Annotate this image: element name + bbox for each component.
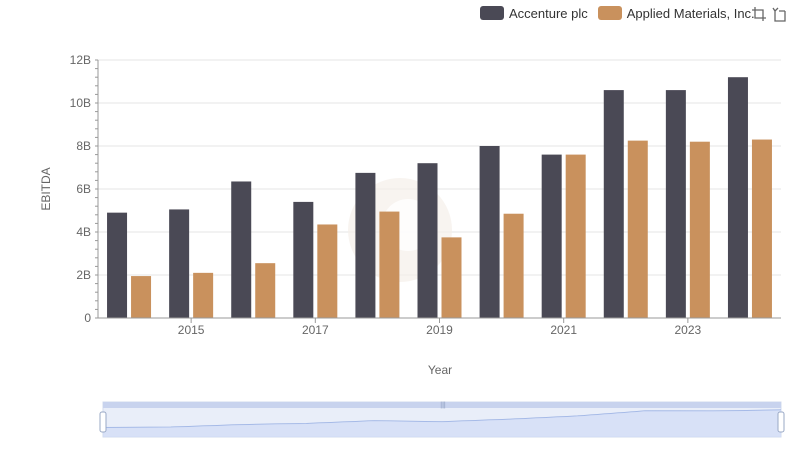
bar-applied-materials: [503, 213, 524, 318]
bar-applied-materials: [627, 140, 648, 318]
bar-applied-materials: [193, 272, 214, 318]
x-axis-title: Year: [428, 363, 452, 377]
y-tick-label: 4B: [76, 225, 91, 239]
data-zoom-top-bar[interactable]: [103, 402, 781, 408]
bar-accenture: [665, 90, 686, 318]
y-tick-label: 8B: [76, 139, 91, 153]
bar-applied-materials: [317, 224, 338, 318]
bars: [107, 77, 772, 318]
bar-applied-materials: [131, 276, 152, 318]
bar-accenture: [417, 163, 438, 318]
bar-applied-materials: [379, 211, 400, 318]
y-tick-label: 12B: [70, 53, 91, 67]
legend-swatch-accenture: [480, 6, 504, 20]
data-zoom-preview-area: [103, 410, 781, 437]
bar-accenture: [727, 77, 748, 318]
bar-applied-materials: [565, 154, 586, 318]
legend-swatch-applied-materials: [597, 6, 622, 20]
y-tick-label: 2B: [76, 268, 91, 282]
data-zoom-left-handle[interactable]: [99, 411, 107, 433]
bar-accenture: [541, 154, 562, 318]
axes: 0 2B 4B 6B 8B 10B 12B 2015 2017 2019 2021 2023: [70, 53, 781, 337]
bar-accenture: [355, 172, 376, 318]
legend-label-accenture: Accenture plc: [509, 5, 588, 21]
x-tick-label: 2021: [550, 323, 577, 337]
bar-accenture: [479, 146, 500, 318]
legend: Accenture plc Applied Materials, Inc.: [480, 4, 765, 22]
legend-item-applied-materials[interactable]: Applied Materials, Inc.: [597, 5, 755, 21]
y-tick-label: 6B: [76, 182, 91, 196]
y-axis-title: EBITDA: [39, 167, 53, 210]
bar-accenture: [293, 201, 314, 318]
bar-applied-materials: [751, 139, 772, 318]
data-zoom-grip[interactable]: |||: [440, 402, 446, 409]
toolbox: [746, 6, 788, 22]
y-tick-label: 10B: [70, 96, 91, 110]
y-tick-label: 0: [84, 311, 91, 325]
legend-item-accenture[interactable]: Accenture plc: [480, 6, 588, 21]
bar-applied-materials: [441, 237, 462, 318]
bar-accenture: [603, 90, 624, 318]
zoom-icon[interactable]: [751, 6, 767, 22]
x-tick-label: 2023: [675, 323, 702, 337]
bar-accenture: [107, 212, 128, 318]
x-tick-label: 2015: [178, 323, 205, 337]
data-zoom-right-handle[interactable]: [777, 411, 785, 433]
data-zoom-slider[interactable]: |||: [99, 401, 785, 438]
restore-icon[interactable]: [772, 6, 788, 22]
bar-applied-materials: [255, 263, 276, 318]
x-tick-label: 2017: [302, 323, 329, 337]
legend-label-applied-materials: Applied Materials, Inc.: [626, 5, 755, 21]
bar-accenture: [231, 181, 252, 318]
bar-accenture: [169, 209, 190, 318]
bar-applied-materials: [689, 141, 710, 318]
x-tick-label: 2019: [426, 323, 453, 337]
